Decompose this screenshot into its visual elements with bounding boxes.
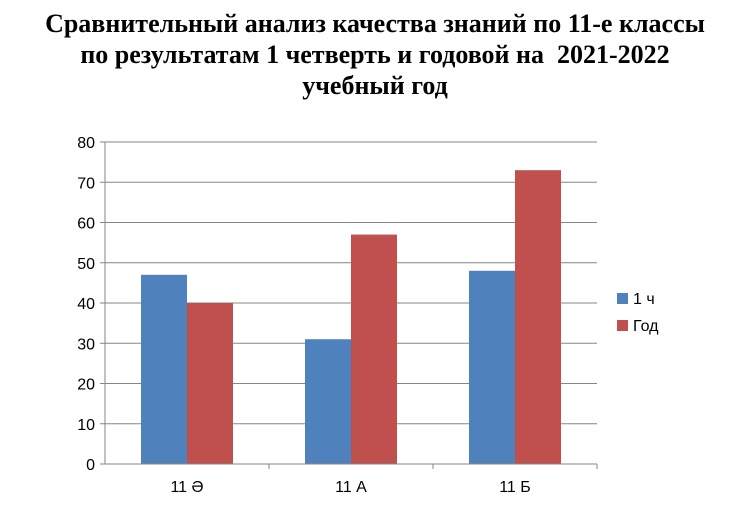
y-tick-label: 60 (77, 216, 95, 233)
y-tick-label: 0 (86, 457, 95, 474)
bar-series1-1 (305, 339, 351, 464)
chart-title-line-2: по результатам 1 четверть и годовой на 2… (80, 40, 670, 69)
bar-series1-2 (469, 270, 515, 464)
legend-swatch (617, 320, 628, 331)
chart-title-line-3: учебный год (302, 71, 448, 100)
x-category-label: 11 Ә (170, 479, 203, 496)
y-tick-label: 10 (77, 417, 95, 434)
y-tick-label: 70 (77, 175, 95, 192)
x-category-label: 11 Б (499, 479, 531, 496)
bar-series2-2 (515, 170, 561, 465)
legend-swatch (617, 293, 628, 304)
legend-label: Год (633, 318, 659, 335)
bar-series1-0 (141, 274, 187, 464)
chart-title-line-1: Сравнительный анализ качества знаний по … (45, 9, 705, 38)
x-category-label: 11 А (335, 479, 367, 496)
y-axis-ticks: 0 10 20 30 40 50 60 70 80 (77, 135, 105, 474)
y-tick-label: 50 (77, 256, 95, 273)
chart-title: Сравнительный анализ качества знаний по … (0, 8, 750, 101)
x-axis-labels: 11 Ә 11 А 11 Б (170, 479, 530, 496)
bars (141, 170, 561, 465)
bar-series2-1 (351, 234, 397, 464)
y-tick-label: 20 (77, 377, 95, 394)
y-tick-label: 30 (77, 336, 95, 353)
y-tick-label: 80 (77, 135, 95, 152)
legend-label: 1 ч (633, 291, 655, 308)
bar-series2-0 (187, 303, 233, 464)
y-tick-label: 40 (77, 296, 95, 313)
legend: 1 ч Год (617, 291, 659, 335)
